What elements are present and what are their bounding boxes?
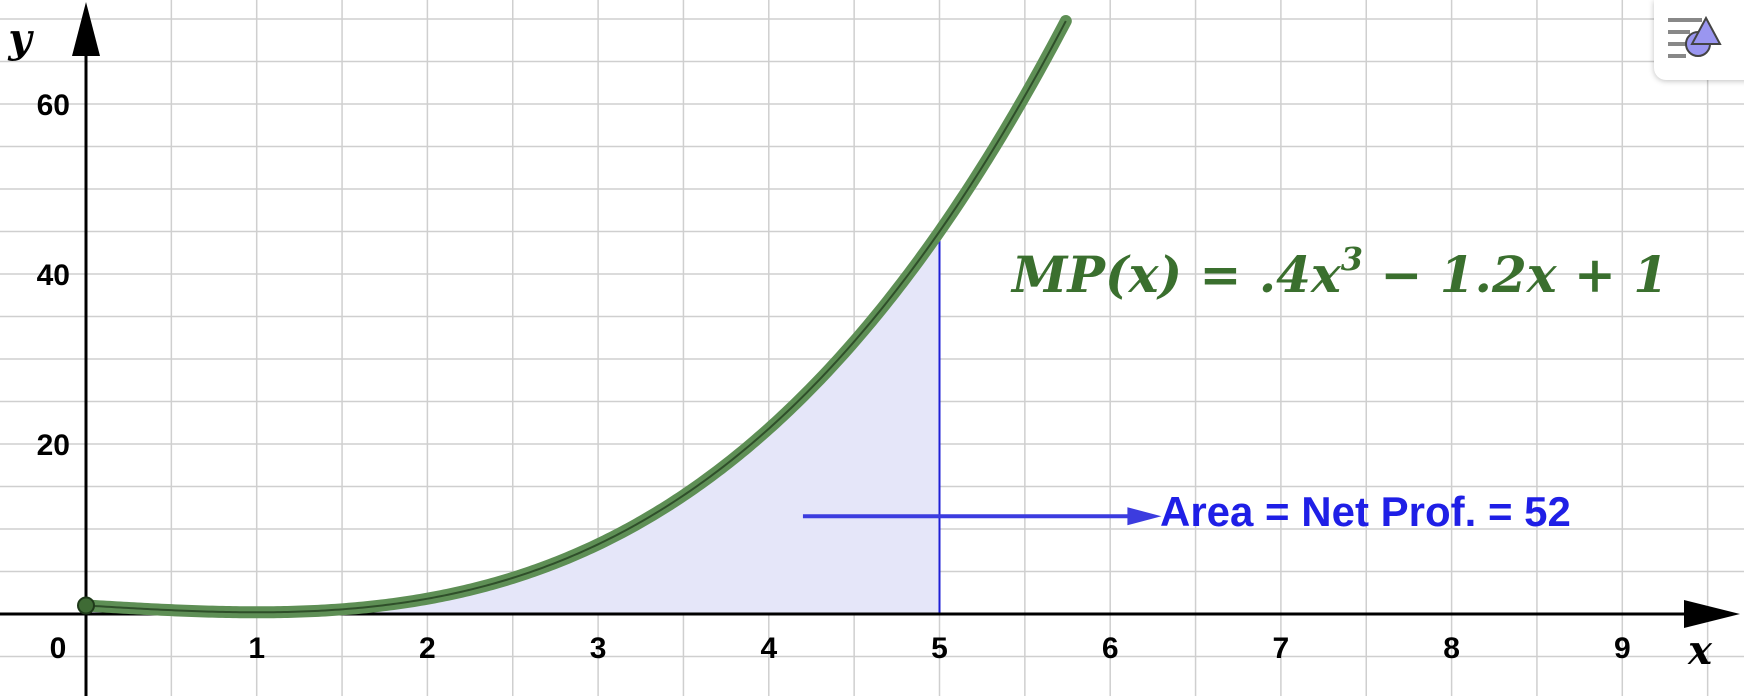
x-tick-label: 1 bbox=[248, 632, 265, 665]
area-label[interactable]: Area = Net Prof. = 52 bbox=[1160, 488, 1571, 535]
y-tick-label: 20 bbox=[37, 429, 70, 462]
x-tick-label: 8 bbox=[1443, 632, 1460, 665]
x-tick-label: 6 bbox=[1102, 632, 1119, 665]
x-tick-label: 7 bbox=[1273, 632, 1290, 665]
y-tick-labels: 20 40 60 bbox=[37, 89, 70, 462]
x-axis-arrow-icon bbox=[1684, 600, 1740, 628]
y-axis-arrow-icon bbox=[72, 2, 100, 56]
x-tick-label: 2 bbox=[419, 632, 436, 665]
formula-part-post: − 1.2x + 1 bbox=[1363, 245, 1668, 304]
y-axis-label: y bbox=[7, 15, 34, 62]
x-tick-label: 4 bbox=[760, 632, 777, 665]
x-axis-label: x bbox=[1687, 627, 1713, 674]
x-tick-label: 3 bbox=[590, 632, 607, 665]
x-tick-label: 9 bbox=[1614, 632, 1631, 665]
x-tick-labels: 1 2 3 4 5 6 7 8 9 bbox=[248, 632, 1630, 665]
function-formula-label[interactable]: MP(x) = .4x3 − 1.2x + 1 bbox=[1010, 240, 1668, 304]
function-curve-core bbox=[85, 20, 1067, 614]
y-tick-label: 60 bbox=[37, 89, 70, 122]
x-tick-label: 5 bbox=[931, 632, 948, 665]
shaded-area bbox=[86, 231, 940, 614]
formula-part-pre: MP(x) = .4x bbox=[1010, 245, 1342, 304]
start-point[interactable] bbox=[77, 596, 95, 615]
formula-exponent: 3 bbox=[1341, 240, 1363, 278]
origin-label: 0 bbox=[50, 632, 67, 665]
annotation-arrow-head-icon bbox=[1127, 507, 1162, 526]
style-bar-button[interactable] bbox=[1654, 0, 1744, 80]
style-bar-icon bbox=[1668, 15, 1722, 58]
y-tick-label: 40 bbox=[37, 259, 70, 292]
